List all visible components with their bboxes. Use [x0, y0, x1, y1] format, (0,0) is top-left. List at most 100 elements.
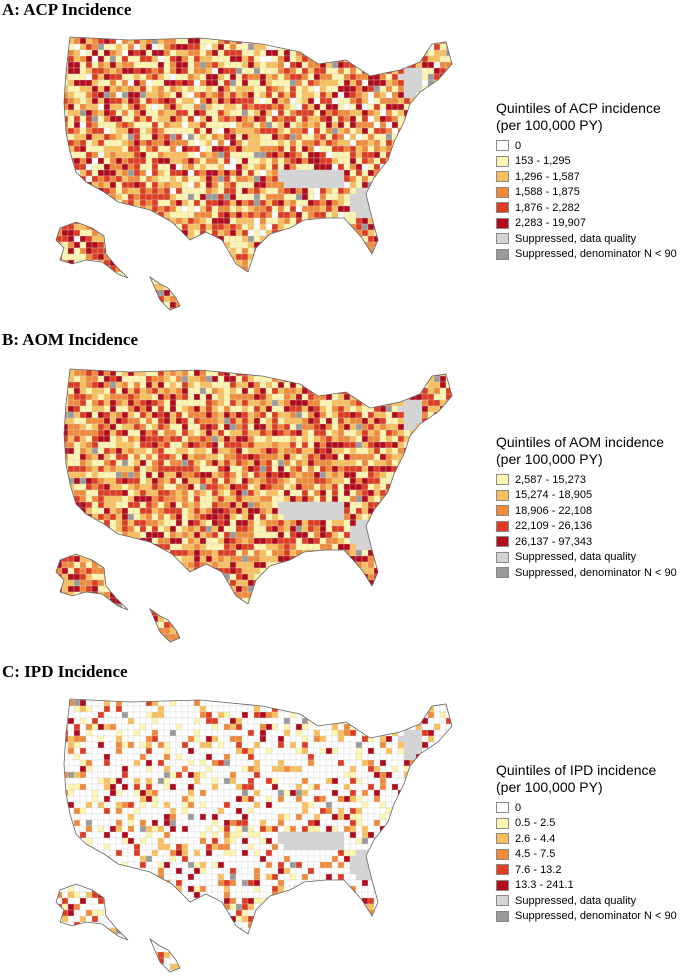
- county-cell: [325, 423, 333, 431]
- county-cell: [67, 507, 75, 515]
- county-cell: [181, 49, 189, 57]
- county-cell: [235, 271, 243, 279]
- county-cell: [67, 73, 75, 81]
- county-cell: [193, 109, 201, 117]
- county-cell: [133, 103, 141, 111]
- county-cell: [277, 253, 285, 261]
- county-cell: [289, 283, 297, 291]
- county-cell: [325, 405, 333, 413]
- county-cell: [103, 435, 111, 443]
- county-cell: [451, 199, 452, 207]
- county-cell: [61, 289, 69, 297]
- county-cell: [379, 507, 387, 515]
- county-cell: [259, 453, 267, 461]
- county-cell: [157, 247, 165, 255]
- county-cell: [145, 495, 153, 503]
- county-cell: [385, 387, 393, 395]
- county-cell: [325, 187, 333, 195]
- county-cell: [385, 73, 393, 81]
- county-cell: [283, 369, 291, 377]
- county-cell: [343, 375, 351, 383]
- county-cell: [73, 181, 81, 189]
- county-cell: [451, 423, 452, 431]
- county-cell: [56, 67, 63, 75]
- county-cell: [319, 489, 327, 497]
- county-cell: [283, 151, 291, 159]
- county-cell: [415, 73, 423, 81]
- county-cell: [397, 265, 405, 273]
- county-cell: [217, 417, 225, 425]
- county-cell: [193, 259, 201, 267]
- county-cell: [427, 133, 435, 141]
- county-cell: [241, 97, 249, 105]
- county-cell: [56, 453, 63, 461]
- county-cell: [325, 97, 333, 105]
- county-cell: [458, 134, 464, 140]
- county-cell: [445, 429, 452, 437]
- county-cell: [349, 295, 357, 303]
- county-cell: [421, 441, 429, 449]
- county-cell: [109, 145, 117, 153]
- county-cell: [421, 109, 429, 117]
- county-cell: [229, 247, 237, 255]
- county-cell: [313, 109, 321, 117]
- county-cell: [289, 259, 297, 267]
- county-cell: [253, 145, 261, 153]
- county-cell: [91, 133, 99, 141]
- county-cell: [175, 489, 183, 497]
- county-cell: [301, 67, 309, 75]
- county-cell: [295, 301, 303, 309]
- county-cell: [247, 139, 255, 147]
- county-cell: [103, 307, 111, 310]
- county-cell: [229, 435, 237, 443]
- county-cell: [205, 115, 213, 123]
- county-cell: [301, 289, 309, 297]
- county-cell: [427, 235, 435, 243]
- county-cell: [283, 471, 291, 479]
- county-cell: [301, 85, 309, 93]
- county-cell: [433, 387, 441, 395]
- county-cell: [217, 393, 225, 401]
- county-cell: [187, 453, 195, 461]
- county-cell: [133, 229, 141, 237]
- county-cell: [229, 423, 237, 431]
- county-cell: [385, 283, 393, 291]
- county-cell: [409, 199, 417, 207]
- county-cell: [247, 193, 255, 201]
- county-cell: [277, 181, 285, 189]
- county-cell: [73, 375, 81, 383]
- county-cell: [361, 369, 369, 371]
- county-cell: [151, 501, 159, 509]
- county-cell: [235, 67, 243, 75]
- county-cell: [421, 495, 429, 503]
- county-cell: [187, 157, 195, 165]
- county-cell: [307, 139, 315, 147]
- county-cell: [193, 193, 201, 201]
- county-cell: [103, 217, 111, 225]
- county-cell: [277, 471, 285, 479]
- county-cell: [331, 301, 339, 309]
- county-cell: [385, 381, 393, 389]
- county-cell: [307, 115, 315, 123]
- county-cell: [391, 435, 399, 443]
- county-cell: [253, 139, 261, 147]
- county-cell: [247, 103, 255, 111]
- county-cell: [199, 181, 207, 189]
- county-cell: [247, 121, 255, 129]
- county-cell: [277, 79, 285, 87]
- county-cell: [295, 295, 303, 303]
- county-cell: [331, 471, 339, 479]
- county-cell: [301, 61, 309, 69]
- county-cell: [259, 289, 267, 297]
- county-cell: [139, 181, 147, 189]
- county-cell: [235, 253, 243, 261]
- county-cell: [433, 271, 441, 279]
- county-cell: [56, 43, 63, 51]
- county-cell: [409, 163, 417, 171]
- county-cell: [301, 151, 309, 159]
- county-cell: [241, 103, 249, 111]
- county-cell: [235, 429, 243, 437]
- county-cell: [313, 181, 321, 189]
- county-cell: [199, 223, 207, 231]
- county-cell: [133, 483, 141, 491]
